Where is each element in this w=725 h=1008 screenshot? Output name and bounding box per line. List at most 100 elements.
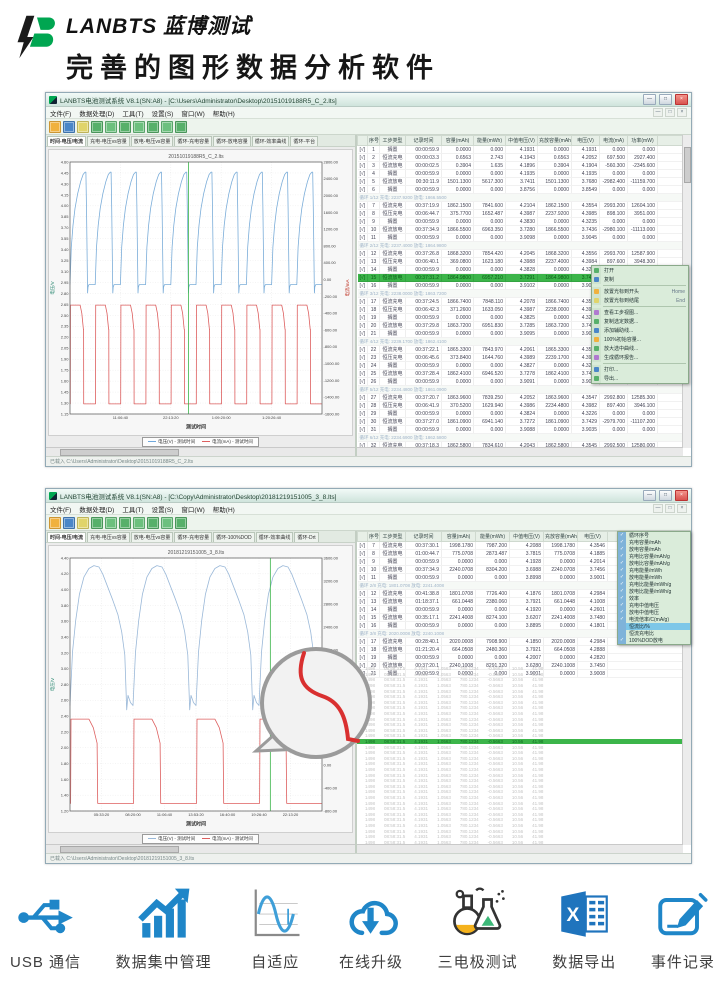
- cycle-row[interactable]: 1498 08:58:31.5 4.1931 1.0563 780.1234 -0.566…: [357, 811, 683, 817]
- close-button[interactable]: ×: [675, 94, 688, 105]
- tab-6[interactable]: 循环-Drt: [294, 532, 319, 542]
- col-header-10[interactable]: 功率(mW): [627, 135, 658, 146]
- col-header-2[interactable]: 工步类型: [379, 531, 406, 542]
- col-header-6[interactable]: 中值电压(V): [505, 135, 538, 146]
- column-toggle-item[interactable]: ✓ 放电比容量/mAh/g: [618, 560, 690, 567]
- column-toggle-item[interactable]: 恒流充电比: [618, 630, 690, 637]
- mdi-restore-button[interactable]: □: [665, 108, 675, 117]
- record-row[interactable]: [√] 12 恒流充电 00:37:26.8 1868.3200 7854.420 4.20…: [357, 249, 683, 258]
- zoom-tool-icon[interactable]: [133, 516, 145, 529]
- cycle-row[interactable]: 1498 08:58:31.5 4.1931 1.0563 780.1234 -0.566…: [357, 817, 683, 823]
- cycle-row[interactable]: 1498 08:58:31.5 4.1931 1.0563 780.1234 -0.566…: [357, 767, 683, 773]
- group-row[interactable]: 循环 6/12 充电: 2234.6900 放电: 1862.5800: [357, 433, 683, 442]
- cycle-row[interactable]: 1498 08:58:31.5 4.1931 1.0563 780.1234 -0.566…: [357, 761, 683, 767]
- col-header-8[interactable]: 电压(V): [571, 135, 600, 146]
- col-header-1[interactable]: 序号: [367, 531, 380, 542]
- cycle-row[interactable]: 1498 08:58:31.5 4.1931 1.0563 780.1234 -0.566…: [357, 772, 683, 778]
- help-icon[interactable]: [175, 120, 187, 133]
- record-row[interactable]: [√] 2 恒流充电 00:00:03.3 0.6563 2.743 4.1943 0.656…: [357, 153, 683, 162]
- menu-item-2[interactable]: 工具(T): [122, 110, 144, 118]
- titlebar[interactable]: LANBTS电池测试系统 V8.1(SN:A8) - [C:\Users\Adm…: [46, 93, 691, 107]
- column-toggle-item[interactable]: ✓ 循环序号: [618, 532, 690, 539]
- monitor-icon[interactable]: [161, 516, 173, 529]
- col-header-5[interactable]: 能量(mWh): [475, 531, 510, 542]
- menu-item-2[interactable]: 工具(T): [122, 506, 144, 514]
- maximize-button[interactable]: □: [659, 94, 672, 105]
- col-header-3[interactable]: 记录时间: [405, 135, 442, 146]
- record-row[interactable]: [√] 9 搁置 00:00:59.9 0.0000 0.000 4.3830 0.0000 4…: [357, 217, 683, 226]
- record-row[interactable]: [√] 8 恒压充电 00:06:44.7 375.7700 1652.487 4.3987…: [357, 209, 683, 218]
- record-row[interactable]: [√] 19 搁置 00:00:59.9 0.0000 0.000 4.2007 0.0000…: [357, 653, 683, 662]
- zoom-tool-icon[interactable]: [133, 120, 145, 133]
- col-header-11[interactable]: [657, 135, 683, 146]
- context-menu-item[interactable]: 打印...: [592, 365, 688, 374]
- menu-item-4[interactable]: 窗口(W): [181, 110, 205, 118]
- cycle-row[interactable]: 1498 08:58:31.5 4.1931 1.0563 780.1234 -0.566…: [357, 834, 683, 840]
- record-row[interactable]: [√] 30 恒流放电 00:37:27.0 1861.0900 6941.140 3.72…: [357, 417, 683, 426]
- menu-item-0[interactable]: 文件(F): [50, 506, 72, 514]
- cycle-row[interactable]: 1498 08:58:31.5 4.1931 1.0563 780.1234 -0.566…: [357, 783, 683, 789]
- context-menu-item[interactable]: 放大选中曲线...: [592, 344, 688, 353]
- col-header-7[interactable]: 充放容量(mAh): [543, 531, 578, 542]
- monitor-icon[interactable]: [161, 120, 173, 133]
- table-hscrollbar[interactable]: [357, 844, 683, 853]
- column-toggle-item[interactable]: ✓ 充电中值电压: [618, 602, 690, 609]
- cycle-row[interactable]: 1498 08:58:31.5 4.1931 1.0563 780.1234 -0.566…: [357, 789, 683, 795]
- report-icon[interactable]: [119, 516, 131, 529]
- table-vscroll-thumb[interactable]: [684, 147, 691, 183]
- settings-icon[interactable]: [147, 120, 159, 133]
- record-row[interactable]: [√] 32 恒流充电 00:37:18.3 1862.5800 7834.610 4.20…: [357, 441, 683, 448]
- menu-item-1[interactable]: 数据处理(D): [79, 110, 115, 118]
- report-icon[interactable]: [119, 120, 131, 133]
- column-toggle-item[interactable]: ✓ 电流倍率/C(mA/g): [618, 616, 690, 623]
- tab-0[interactable]: 时间-电压/电流: [47, 136, 87, 146]
- help-icon[interactable]: [175, 516, 187, 529]
- close-button[interactable]: ×: [675, 490, 688, 501]
- open-file-icon[interactable]: [49, 120, 61, 133]
- column-toggle-item[interactable]: ✓ 充电比容量/mAh/g: [618, 553, 690, 560]
- record-row[interactable]: [√] 28 恒压充电 00:06:41.9 370.5200 1629.940 4.398…: [357, 401, 683, 410]
- chart-hscroll-thumb[interactable]: [60, 846, 180, 853]
- chart-hscrollbar[interactable]: [46, 447, 355, 456]
- tab-5[interactable]: 循环-效率曲线: [255, 532, 294, 542]
- col-header-5[interactable]: 能量(mWh): [473, 135, 506, 146]
- col-header-6[interactable]: 中值电压(V): [509, 531, 544, 542]
- col-header-0[interactable]: [357, 135, 368, 146]
- export-icon[interactable]: [77, 516, 89, 529]
- tab-3[interactable]: 循环-充电容量: [174, 136, 213, 146]
- tab-4[interactable]: 循环-放电容量: [213, 136, 251, 146]
- group-row[interactable]: 循环 5/12 充电: 2234.4800 放电: 1861.0900: [357, 385, 683, 394]
- tab-2[interactable]: 放电-电压vs容量: [130, 532, 174, 542]
- mdi-close-button[interactable]: ×: [677, 108, 687, 117]
- mdi-restore-button[interactable]: □: [665, 504, 675, 513]
- tab-1[interactable]: 充电-电压vs容量: [87, 136, 130, 146]
- graph-view-icon[interactable]: [91, 516, 103, 529]
- column-toggle-item[interactable]: ✓ 100%DOD放电: [618, 637, 690, 644]
- tab-3[interactable]: 循环-充电容量: [174, 532, 213, 542]
- tab-5[interactable]: 循环-效率曲线: [251, 136, 290, 146]
- menu-item-3[interactable]: 设置(S): [151, 110, 174, 118]
- table-hscrollbar[interactable]: [357, 447, 683, 456]
- record-row[interactable]: [√] 31 搁置 00:00:59.9 0.0000 0.000 3.9088 0.0000…: [357, 425, 683, 434]
- record-row[interactable]: [√] 29 搁置 00:00:59.9 0.0000 0.000 4.3824 0.0000…: [357, 409, 683, 418]
- column-toggle-item[interactable]: ✓ 放电容量/mAh: [618, 546, 690, 553]
- menu-item-5[interactable]: 帮助(H): [212, 506, 235, 514]
- mdi-minimize-button[interactable]: —: [653, 504, 663, 513]
- chart-area[interactable]: 4.60 4.45 4.30 4.15 4.00 3.85 3.70 3.55 3.40 3.25…: [48, 149, 353, 436]
- menu-item-1[interactable]: 数据处理(D): [79, 506, 115, 514]
- col-header-3[interactable]: 记录时间: [405, 531, 442, 542]
- col-header-9[interactable]: 电流(mA): [599, 135, 628, 146]
- column-toggle-item[interactable]: ✓ 放电中值电压: [618, 609, 690, 616]
- save-icon[interactable]: [63, 516, 75, 529]
- record-row[interactable]: [√] 13 恒压充电 00:06:40.1 369.0800 1623.180 4.398…: [357, 257, 683, 266]
- record-row[interactable]: [√] 11 搁置 00:00:59.9 0.0000 0.000 3.9098 0.0000…: [357, 233, 683, 242]
- chart-area[interactable]: 4.40 4.20 4.00 3.80 3.60 3.40 3.20 3.00 2.80 2.60…: [48, 545, 353, 833]
- step-view-icon[interactable]: [105, 120, 117, 133]
- menu-item-0[interactable]: 文件(F): [50, 110, 72, 118]
- context-menu-item[interactable]: 放置光标到开头 Home: [592, 287, 688, 296]
- mdi-close-button[interactable]: ×: [677, 504, 687, 513]
- context-menu-item[interactable]: 打开: [592, 266, 688, 275]
- col-header-4[interactable]: 容量(mAh): [441, 531, 476, 542]
- record-row[interactable]: [√] 4 搁置 00:00:59.9 0.0000 0.000 4.1935 0.0000 4…: [357, 169, 683, 178]
- record-row[interactable]: [√] 3 恒流放电 00:00:02.5 0.3904 1.635 4.1896 0.390…: [357, 161, 683, 170]
